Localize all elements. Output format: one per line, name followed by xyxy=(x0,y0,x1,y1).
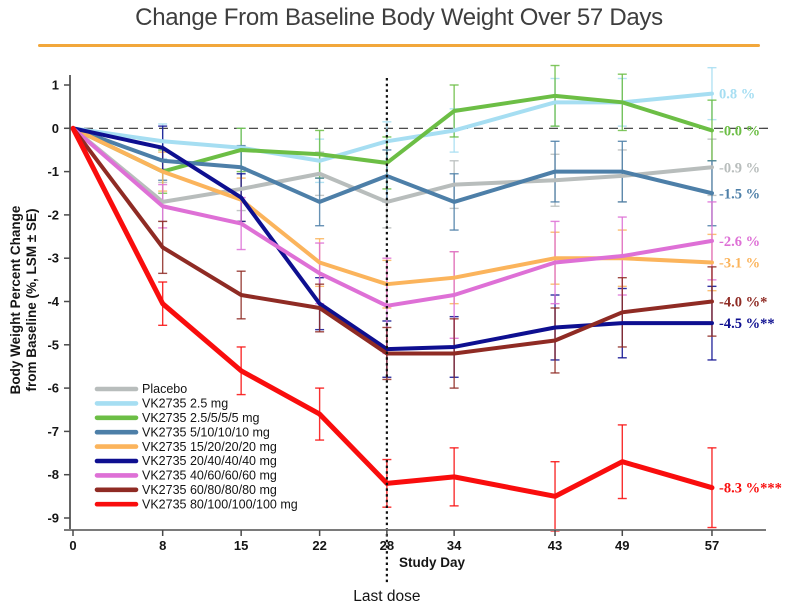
end-label-placebo: -0.9 % xyxy=(719,160,760,176)
x-tick-label: 0 xyxy=(69,538,76,553)
end-label-vk2735-20-40-40-40-mg: -4.5 %** xyxy=(719,316,775,332)
x-tick-label: 57 xyxy=(705,538,719,553)
y-tick-label: -4 xyxy=(47,294,59,309)
last-dose-label: Last dose xyxy=(353,588,420,605)
y-tick-label: 1 xyxy=(52,78,59,93)
legend-label-placebo: Placebo xyxy=(142,382,187,396)
legend-label-vk2735-80-100-100-100-mg: VK2735 80/100/100/100 mg xyxy=(142,497,298,511)
y-axis-title-line2: from Baseline (%, LSM ± SE) xyxy=(24,209,39,392)
x-tick-label: 49 xyxy=(615,538,629,553)
legend-label-vk2735-2-5-5-5-5-mg: VK2735 2.5/5/5/5 mg xyxy=(142,411,259,425)
legend-label-vk2735-5-10-10-10-mg: VK2735 5/10/10/10 mg xyxy=(142,425,270,439)
series-line-vk2735-40-60-60-60-mg xyxy=(71,126,714,308)
y-tick-label: -6 xyxy=(47,381,59,396)
end-label-vk2735-80-100-100-100-mg: -8.3 %*** xyxy=(719,481,782,497)
legend-label-vk2735-15-20-20-20-mg: VK2735 15/20/20/20 mg xyxy=(142,440,277,454)
end-label-vk2735-5-10-10-10-mg: -1.5 % xyxy=(719,186,760,202)
x-tick-label: 22 xyxy=(312,538,326,553)
end-label-vk2735-15-20-20-20-mg: -3.1 % xyxy=(719,256,760,272)
x-tick-label: 28 xyxy=(380,538,394,553)
x-tick-label: 15 xyxy=(234,538,248,553)
y-tick-label: 0 xyxy=(52,121,59,136)
end-label-vk2735-40-60-60-60-mg: -2.6 % xyxy=(719,234,760,250)
legend-label-vk2735-40-60-60-60-mg: VK2735 40/60/60/60 mg xyxy=(142,469,277,483)
y-axis-title-line1: Body Weight Percent Change xyxy=(8,205,23,394)
end-label-vk2735-60-80-80-80-mg: -4.0 %* xyxy=(719,295,767,311)
legend-label-vk2735-60-80-80-80-mg: VK2735 60/80/80/80 mg xyxy=(142,483,277,497)
y-tick-label: -1 xyxy=(47,164,59,179)
y-tick-label: -7 xyxy=(47,424,59,439)
end-label-vk2735-2-5-5-5-5-mg: -0.0 % xyxy=(719,123,760,139)
chart-title: Change From Baseline Body Weight Over 57… xyxy=(135,4,663,31)
y-tick-label: -2 xyxy=(47,207,59,222)
x-tick-label: 34 xyxy=(447,538,462,553)
legend-label-vk2735-20-40-40-40-mg: VK2735 20/40/40/40 mg xyxy=(142,454,277,468)
x-tick-label: 8 xyxy=(159,538,166,553)
end-label-vk2735-2-5-mg: 0.8 % xyxy=(719,87,755,103)
y-tick-label: -5 xyxy=(47,337,59,352)
y-tick-label: -8 xyxy=(47,467,59,482)
series-line-placebo xyxy=(71,126,714,204)
x-axis-title: Study Day xyxy=(399,555,466,570)
x-tick-label: 43 xyxy=(548,538,562,553)
series-line-vk2735-20-40-40-40-mg xyxy=(71,126,714,352)
title-underline xyxy=(38,44,760,47)
legend-label-vk2735-2-5-mg: VK2735 2.5 mg xyxy=(142,397,228,411)
y-tick-label: -9 xyxy=(47,511,59,526)
y-tick-label: -3 xyxy=(47,251,59,266)
